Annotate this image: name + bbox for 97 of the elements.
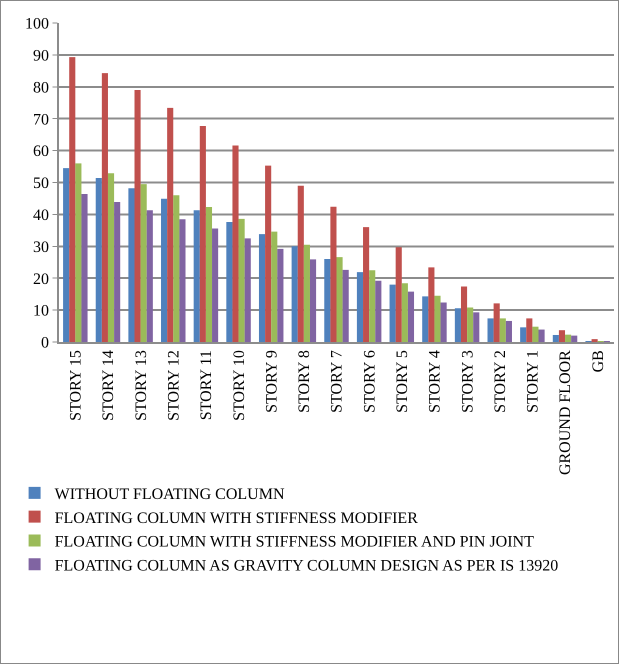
bar: [565, 334, 572, 342]
x-tick-label: STORY 4: [426, 350, 444, 413]
x-tick-label: STORY 13: [132, 350, 150, 421]
x-tick-label: STORY 2: [492, 350, 509, 413]
bar: [271, 232, 278, 342]
x-tick-label: STORY 12: [165, 350, 182, 421]
bar: [200, 126, 206, 342]
bar: [277, 248, 284, 342]
bar: [140, 184, 147, 342]
x-tick-label: STORY 9: [263, 350, 280, 413]
bar: [396, 247, 402, 342]
bar: [212, 228, 218, 342]
bar: [592, 339, 598, 342]
bar: [134, 90, 141, 342]
y-tick-label: 20: [33, 270, 50, 288]
bar: [167, 108, 174, 342]
bar: [390, 284, 396, 342]
bar: [356, 272, 364, 342]
bar: [238, 218, 245, 342]
y-tick-label: 100: [25, 16, 50, 33]
bar: [292, 246, 298, 342]
bar: [428, 267, 434, 342]
legend-label: WITHOUT FLOATING COLUMN: [54, 486, 285, 504]
bar: [304, 244, 310, 342]
x-tick-label: STORY 10: [230, 350, 248, 421]
x-tick-label: STORY 7: [328, 350, 346, 413]
legend-label: FLOATING COLUMN WITH STIFFNESS MODIFIER: [54, 510, 418, 527]
bar: [454, 308, 461, 342]
bar: [440, 302, 447, 342]
x-tick-label: STORY 5: [394, 350, 411, 413]
bar: [69, 57, 76, 342]
bar: [258, 234, 266, 342]
y-tick-label: 50: [33, 175, 50, 192]
y-tick-label: 0: [41, 334, 50, 352]
bar: [330, 206, 336, 342]
y-tick-label: 70: [33, 111, 50, 128]
bar: [232, 146, 239, 342]
bar: [161, 198, 168, 342]
bar: [520, 327, 526, 342]
bar: [571, 336, 578, 342]
bar: [226, 222, 232, 342]
bar: [408, 292, 414, 342]
bar: [102, 73, 108, 342]
y-tick-label: 60: [33, 143, 50, 160]
x-tick-label: STORY 1: [524, 350, 542, 413]
bar: [467, 308, 474, 342]
y-tick-label: 80: [33, 79, 50, 96]
bar: [63, 168, 70, 342]
legend-label: FLOATING COLUMN WITH STIFFNESS MODIFIER AND PIN JOINT: [54, 534, 534, 551]
bar: [532, 326, 538, 342]
bar: [96, 178, 102, 342]
x-tick-label: STORY 11: [198, 350, 216, 420]
bar: [194, 210, 200, 342]
bar: [173, 195, 180, 342]
x-tick-label: GROUND FLOOR: [557, 350, 574, 476]
bar: [81, 194, 88, 342]
bar: [494, 303, 500, 342]
legend-label: FLOATING COLUMN AS GRAVITY COLUMN DESIGN AS PER IS 13920: [54, 558, 558, 575]
bar: [473, 312, 480, 342]
bar: [500, 318, 506, 342]
x-tick-label: STORY 15: [68, 350, 85, 421]
bar: [460, 286, 468, 342]
bar: [526, 318, 532, 342]
bar: [506, 320, 512, 342]
bar: [128, 188, 134, 342]
bar: [369, 270, 376, 342]
bar: [206, 207, 212, 342]
bar: [434, 296, 441, 342]
x-tick-label: STORY 6: [361, 350, 378, 413]
bar: [487, 318, 494, 342]
bar: [265, 166, 272, 342]
bar: [75, 163, 82, 342]
bar: [114, 202, 120, 342]
bar: [375, 280, 382, 342]
bar: [552, 334, 559, 342]
bar: [146, 210, 153, 342]
bar: [324, 259, 330, 342]
bar: [422, 296, 428, 342]
bar: [298, 186, 304, 342]
bar: [538, 330, 545, 342]
y-tick-label: 40: [33, 207, 50, 224]
bar: [108, 173, 114, 342]
x-tick-label: STORY 8: [296, 350, 314, 413]
x-tick-label: GB: [590, 350, 607, 372]
y-tick-label: 30: [33, 238, 50, 256]
x-tick-label: STORY 14: [100, 350, 118, 421]
bar: [310, 259, 316, 342]
bar: [342, 270, 349, 342]
x-tick-label: STORY 3: [459, 350, 476, 413]
y-tick-label: 10: [33, 302, 50, 320]
bar: [558, 330, 566, 342]
bar: [363, 227, 370, 342]
bar: [244, 238, 251, 342]
y-tick-label: 90: [33, 48, 50, 64]
bar: [336, 257, 343, 342]
bar: [402, 283, 408, 342]
bar: [179, 219, 186, 342]
